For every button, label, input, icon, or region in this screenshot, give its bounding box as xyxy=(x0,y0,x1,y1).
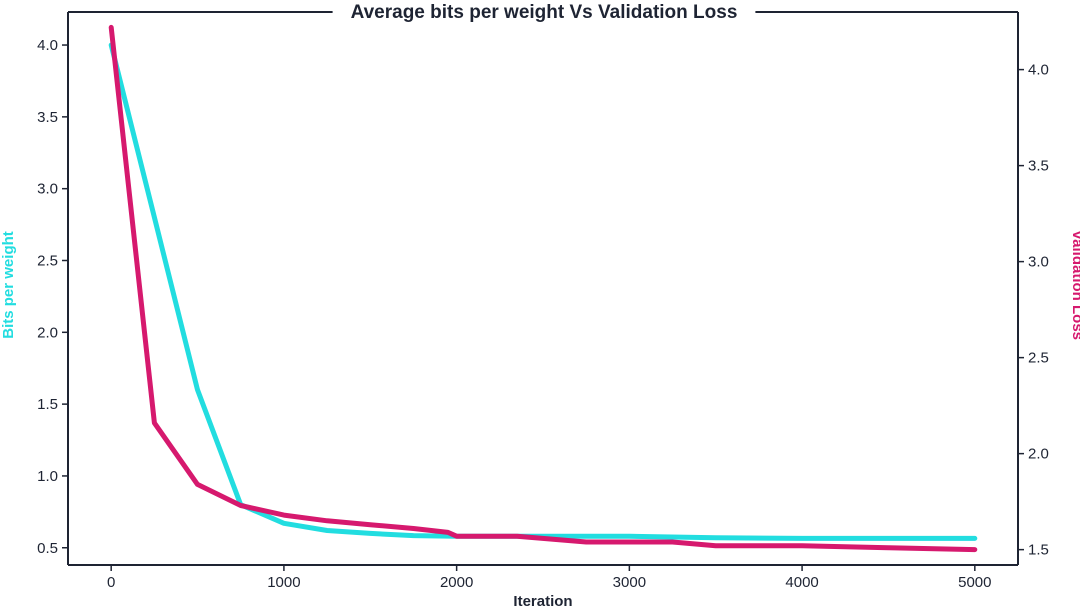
y-left-tick-label: 3.5 xyxy=(37,109,58,126)
y-left-tick-label: 2.0 xyxy=(37,324,58,341)
series-lines xyxy=(108,24,978,553)
y-left-tick-label: 1.5 xyxy=(37,396,58,413)
y-right-tick-label: 2.5 xyxy=(1028,350,1049,367)
x-tick-label: 4000 xyxy=(785,574,818,591)
y-left-tick-label: 4.0 xyxy=(37,37,58,54)
y-right-tick-label: 2.0 xyxy=(1028,446,1049,463)
chart-title: Average bits per weight Vs Validation Lo… xyxy=(351,2,738,23)
x-tick-label: 3000 xyxy=(613,574,646,591)
y-right-tick-label: 1.5 xyxy=(1028,542,1049,559)
x-tick-label: 5000 xyxy=(958,574,991,591)
x-tick-label: 1000 xyxy=(267,574,300,591)
y-right-tick-label: 3.0 xyxy=(1028,254,1049,271)
validation-loss-line xyxy=(108,24,978,553)
y-left-tick-label: 0.5 xyxy=(37,540,58,557)
y-right-tick-label: 4.0 xyxy=(1028,62,1049,79)
y-axis-right-label: Validation Loss xyxy=(1069,230,1080,340)
y-left-tick-label: 3.0 xyxy=(37,181,58,198)
axes xyxy=(67,11,1019,566)
y-axis-left-label: Bits per weight xyxy=(0,231,17,339)
bits-per-weight-line xyxy=(108,42,978,541)
x-tick-label: 0 xyxy=(107,574,115,591)
x-tick-label: 2000 xyxy=(440,574,473,591)
y-left-tick-label: 2.5 xyxy=(37,252,58,269)
x-axis-label: Iteration xyxy=(513,593,572,608)
y-right-tick-label: 3.5 xyxy=(1028,158,1049,175)
ticks: 0 1000 2000 3000 4000 5000 0.5 1.0 1.5 2.0 2.5 3.0 3… xyxy=(37,37,1049,591)
y-left-tick-label: 1.0 xyxy=(37,468,58,485)
